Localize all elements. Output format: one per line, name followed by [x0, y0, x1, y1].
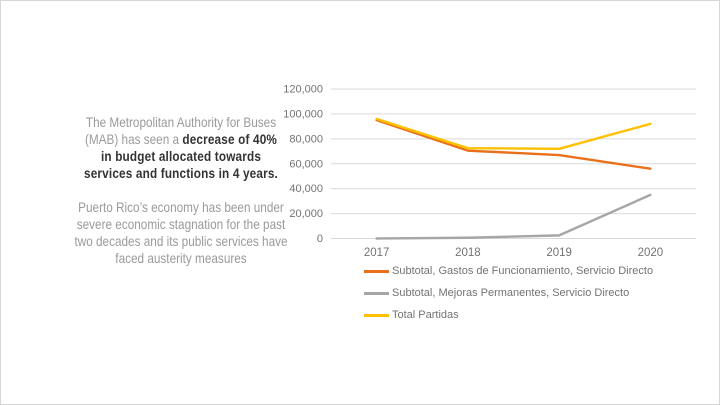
- headline-paragraph: The Metropolitan Authority for Buses (MA…: [30, 114, 332, 182]
- legend-item-mejoras: Subtotal, Mejoras Permanentes, Servicio …: [364, 282, 653, 304]
- svg-text:2018: 2018: [455, 247, 481, 259]
- chart-legend: Subtotal, Gastos de Funcionamiento, Serv…: [364, 260, 653, 326]
- svg-text:20,000: 20,000: [289, 208, 323, 220]
- legend-item-total: Total Partidas: [364, 304, 653, 326]
- headline-bold-text: decrease of 40% in budget allocated towa…: [84, 131, 278, 181]
- headline-intro-text: The Metropolitan Authority for Buses (MA…: [84, 114, 277, 147]
- svg-text:2019: 2019: [546, 247, 572, 259]
- legend-swatch-orange: [364, 269, 389, 273]
- svg-text:2020: 2020: [638, 247, 664, 259]
- legend-label: Subtotal, Mejoras Permanentes, Servicio …: [392, 286, 630, 299]
- svg-text:60,000: 60,000: [289, 158, 323, 170]
- legend-label: Subtotal, Gastos de Funcionamiento, Serv…: [392, 264, 654, 277]
- svg-text:80,000: 80,000: [289, 133, 323, 145]
- legend-swatch-gray: [364, 291, 389, 295]
- body-paragraph: Puerto Rico’s economy has been under sev…: [74, 199, 288, 266]
- svg-text:100,000: 100,000: [283, 108, 323, 120]
- legend-label: Total Partidas: [392, 308, 459, 321]
- svg-text:2017: 2017: [364, 247, 390, 259]
- svg-text:120,000: 120,000: [283, 84, 323, 96]
- legend-item-gastos: Subtotal, Gastos de Funcionamiento, Serv…: [364, 260, 653, 282]
- svg-text:40,000: 40,000: [289, 183, 323, 195]
- legend-swatch-yellow: [364, 313, 389, 317]
- text-panel: The Metropolitan Authority for Buses (MA…: [30, 114, 332, 267]
- svg-text:0: 0: [317, 233, 323, 245]
